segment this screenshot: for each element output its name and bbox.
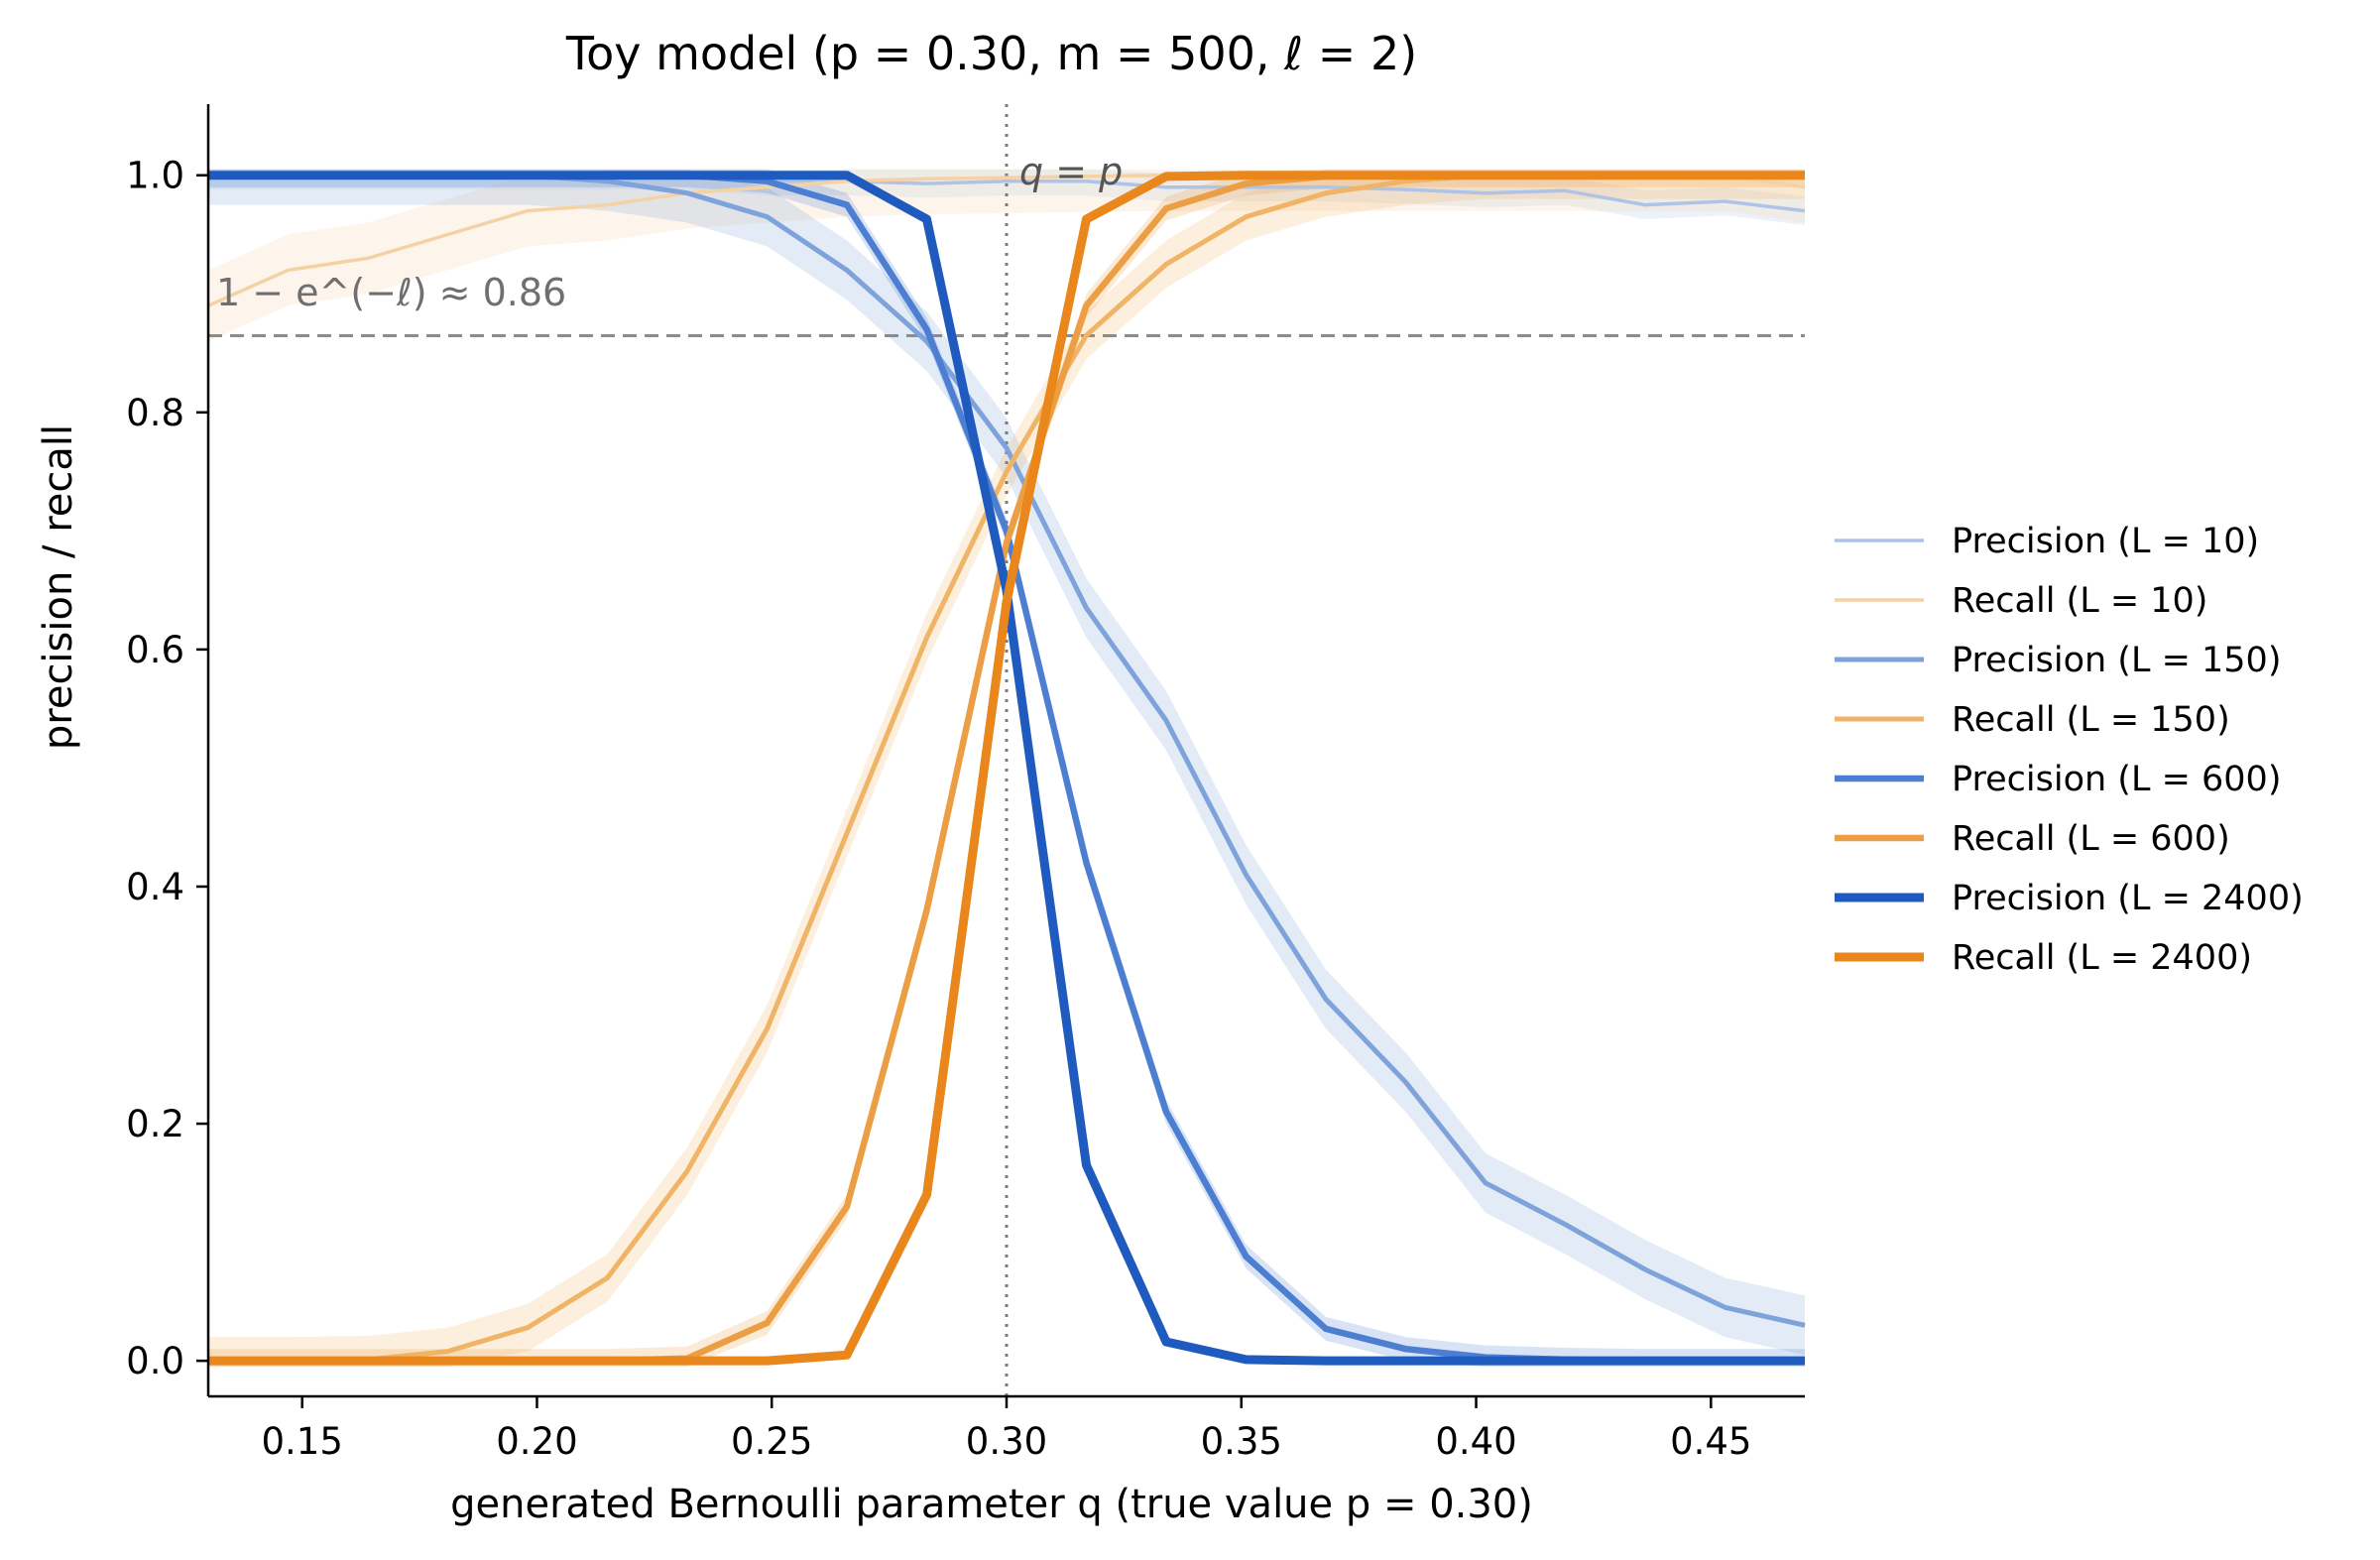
legend-label-7: Recall (L = 2400) — [1952, 938, 2252, 978]
y-axis-label: precision / recall — [36, 424, 81, 750]
legend: Precision (L = 10) Recall (L = 10) Precisi… — [1835, 522, 2304, 978]
legend-label-4: Precision (L = 600) — [1952, 760, 2281, 799]
legend-label-3: Recall (L = 150) — [1952, 700, 2230, 740]
ticks: 0.15 0.20 0.25 0.30 0.35 0.40 0.45 0.0 0.2 0.4 0.6… — [126, 155, 1751, 1463]
chart-title: Toy model (p = 0.30, m = 500, ℓ = 2) — [565, 27, 1417, 80]
y-tick-label: 1.0 — [126, 155, 184, 197]
true-value-annotation: q = p — [1019, 150, 1123, 193]
x-tick-label: 0.20 — [496, 1420, 577, 1463]
series-band-1 — [208, 169, 1805, 342]
y-tick-label: 0.2 — [126, 1103, 184, 1145]
legend-label-5: Recall (L = 600) — [1952, 819, 2230, 859]
reference-lines — [208, 104, 1805, 1396]
x-tick-label: 0.25 — [731, 1420, 812, 1463]
y-tick-label: 0.6 — [126, 629, 184, 671]
threshold-annotation: 1 − e^(−ℓ) ≈ 0.86 — [216, 271, 566, 314]
x-tick-label: 0.15 — [262, 1420, 343, 1463]
legend-label-1: Recall (L = 10) — [1952, 581, 2207, 621]
series-band-2 — [208, 169, 1805, 1356]
x-axis-label: generated Bernoulli parameter q (true va… — [450, 1482, 1533, 1527]
series-line-7 — [208, 171, 1805, 1366]
x-tick-label: 0.45 — [1670, 1420, 1751, 1463]
x-tick-label: 0.40 — [1435, 1420, 1516, 1463]
y-tick-label: 0.0 — [126, 1340, 184, 1382]
y-tick-label: 0.4 — [126, 866, 184, 908]
y-tick-label: 0.8 — [126, 392, 184, 434]
x-tick-label: 0.30 — [966, 1420, 1047, 1463]
legend-label-0: Precision (L = 10) — [1952, 522, 2259, 561]
series-lines — [207, 171, 1806, 1366]
legend-label-2: Precision (L = 150) — [1952, 641, 2281, 680]
x-tick-label: 0.35 — [1201, 1420, 1282, 1463]
legend-label-6: Precision (L = 2400) — [1952, 879, 2304, 918]
